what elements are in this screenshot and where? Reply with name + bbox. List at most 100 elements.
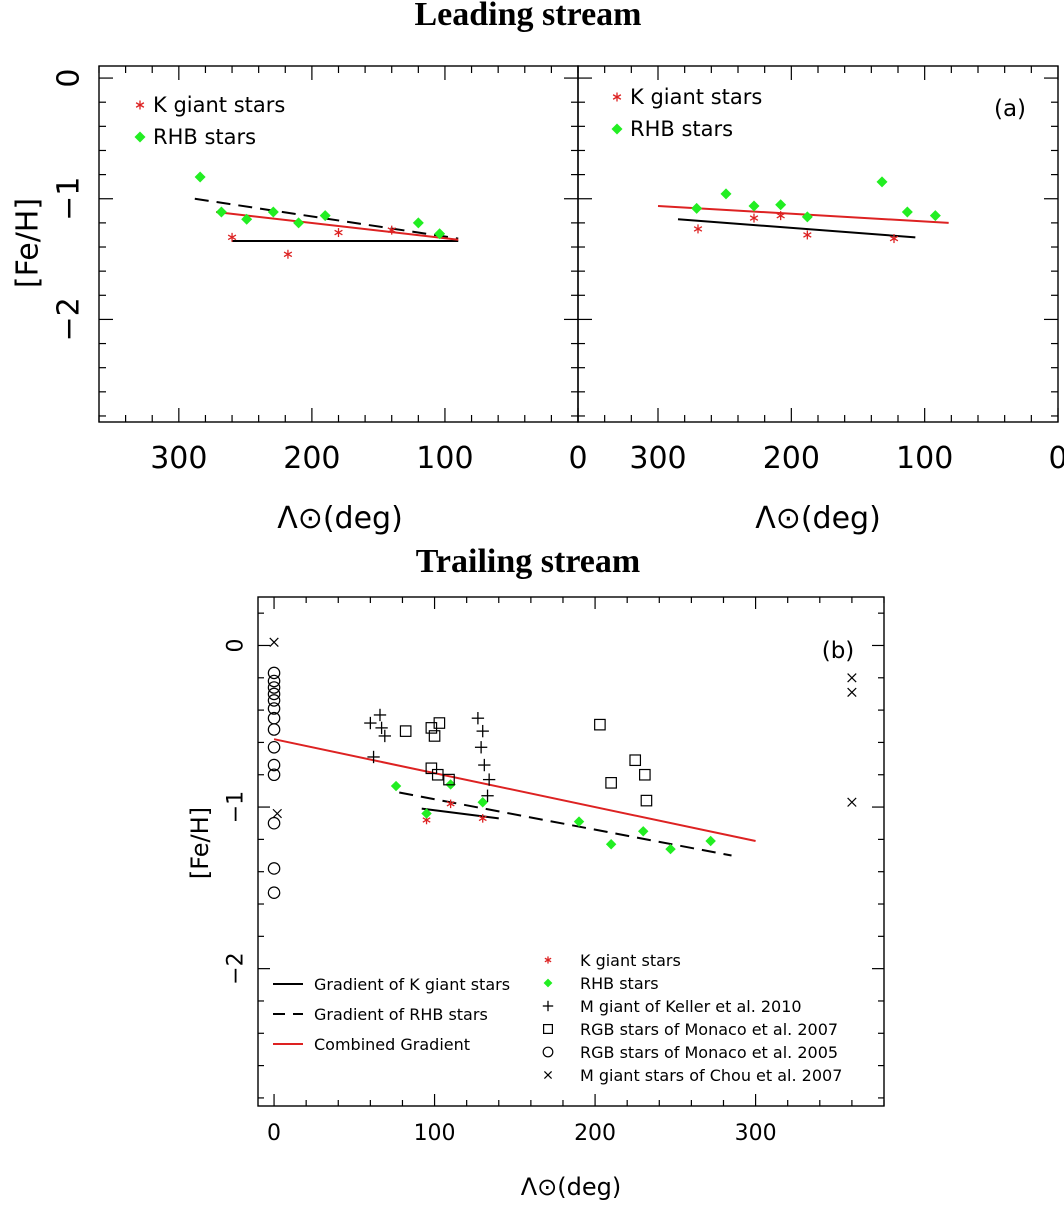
circle-point: [267, 694, 281, 707]
x-tick-label: 300: [629, 441, 686, 476]
diamond-point: [241, 213, 253, 225]
circle-point: [267, 681, 281, 694]
square-point: [605, 777, 617, 789]
diamond-point: [775, 199, 787, 211]
plus-point: [471, 712, 485, 725]
x-tick-label: 300: [150, 441, 207, 476]
square-point: [594, 718, 606, 731]
x-tick-label: 200: [574, 1121, 616, 1146]
cross-point: [847, 687, 857, 698]
diamond-point: [194, 171, 206, 183]
gradient-line-1: [399, 791, 732, 857]
plus-point: [367, 750, 380, 764]
legend-asterisk-marker: [135, 100, 145, 110]
plus-point: [373, 708, 387, 722]
plus-point: [364, 716, 377, 730]
asterisk-stroke: [387, 227, 396, 233]
legend-label: M giant stars of Chou et al. 2007: [580, 1066, 842, 1085]
panel-tag: (a): [994, 96, 1026, 122]
circle-point: [267, 768, 281, 782]
asterisk-stroke: [612, 94, 622, 100]
circle-point: [267, 740, 281, 754]
x-tick-label: 100: [896, 441, 953, 476]
y-axis-label: [Fe/H]: [186, 807, 214, 879]
cross-point: [272, 808, 282, 819]
plus-point: [481, 789, 494, 802]
legend-label: RGB stars of Monaco et al. 2007: [580, 1020, 838, 1039]
asterisk-stroke: [422, 817, 431, 823]
asterisk-point: [693, 224, 703, 234]
y-tick-label: −1: [224, 791, 249, 823]
circle-point: [267, 886, 281, 900]
legend-label: K giant stars: [580, 951, 681, 970]
asterisk-stroke: [803, 232, 812, 238]
legend-diamond-marker: [611, 123, 623, 135]
circle-point: [267, 723, 281, 736]
asterisk-stroke: [776, 212, 785, 219]
asterisk-stroke: [283, 251, 293, 258]
circle-point: [267, 702, 281, 715]
legend-label: Gradient of K giant stars: [314, 975, 510, 994]
y-tick-label: 0: [52, 69, 87, 88]
cross-stroke: [269, 637, 279, 647]
plot-frame: [257, 596, 885, 1107]
x-tick-label: 100: [416, 441, 473, 476]
asterisk-stroke: [544, 957, 552, 963]
diamond-point: [319, 210, 331, 222]
diamond-point: [412, 217, 424, 229]
diamond-point: [720, 188, 732, 200]
circle-point: [267, 816, 281, 830]
leading-right-panel: 300 200 100 0 Λ⊙(deg) (a) K giant stars RHB sta…: [577, 65, 1064, 536]
square-point: [428, 730, 441, 742]
x-tick-label: 0: [267, 1121, 281, 1146]
square-point: [399, 725, 412, 737]
plus-point: [375, 721, 388, 735]
plus-point: [482, 773, 496, 786]
asterisk-stroke: [749, 215, 759, 221]
legend-label: RHB stars: [630, 117, 733, 141]
legend-label: RHB stars: [580, 974, 659, 993]
y-tick-label: 0: [224, 638, 249, 652]
asterisk-point: [446, 799, 455, 809]
gradient-line-2: [215, 211, 459, 241]
legend-label: RHB stars: [153, 125, 256, 149]
asterisk-point: [334, 228, 343, 238]
x-tick-label: 200: [283, 441, 340, 476]
x-tick-label: 100: [414, 1121, 456, 1146]
gradient-line-1: [657, 204, 949, 224]
legend-circle-marker: [542, 1046, 554, 1058]
asterisk-point: [803, 230, 812, 240]
asterisk-stroke: [693, 226, 703, 232]
asterisk-point: [749, 213, 759, 223]
square-point: [431, 768, 444, 781]
gradient-line-0: [677, 218, 916, 239]
y-tick-label: −1: [52, 177, 87, 221]
panel-tag: (b): [822, 638, 855, 664]
legend-asterisk-marker: [544, 956, 552, 964]
asterisk-point: [387, 225, 396, 235]
asterisk-stroke: [334, 229, 343, 236]
diamond-point: [876, 176, 888, 188]
x-tick-label: 300: [735, 1121, 777, 1146]
plus-point: [478, 758, 491, 772]
cross-stroke: [847, 687, 857, 698]
cross-stroke: [847, 797, 857, 807]
y-tick-label: −2: [224, 952, 249, 984]
leading-left-panel: 300 200 100 0 0 −1 −2[Fe/H] Λ⊙(deg) K giant star…: [11, 65, 588, 536]
y-tick-label: −2: [52, 297, 87, 341]
diamond-point: [929, 210, 941, 222]
trailing-panel: 0 100 200 300 0 −1 −2 [Fe/H] Λ⊙(deg) (b) Gradient …: [186, 596, 885, 1201]
diamond-point: [267, 206, 279, 218]
asterisk-point: [478, 814, 487, 823]
asterisk-stroke: [446, 801, 455, 807]
circle-point: [267, 687, 281, 701]
circle-point: [267, 674, 281, 688]
legend-label: K giant stars: [153, 93, 285, 117]
leading-stream-title: Leading stream: [415, 0, 642, 33]
cross-point: [847, 673, 857, 683]
diamond-point: [477, 796, 488, 808]
plot-frame: [98, 65, 579, 423]
legend-plus-marker: [542, 1000, 554, 1012]
diamond-point: [390, 780, 402, 792]
